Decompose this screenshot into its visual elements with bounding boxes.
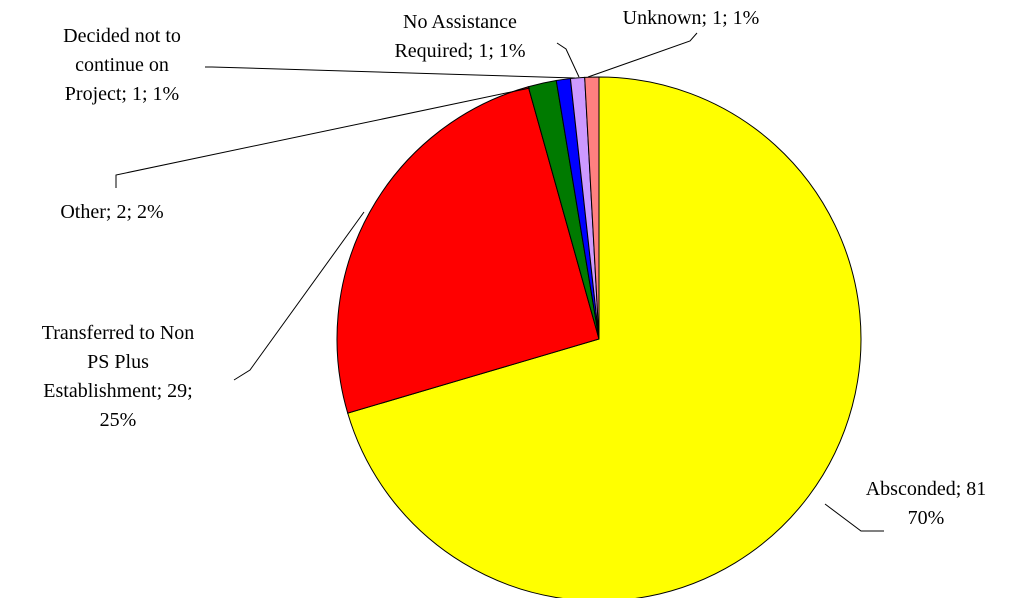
leader-line-unknown [587, 32, 698, 78]
data-label-other: Other; 2; 2% [60, 201, 163, 223]
pie-slice-transferred-to-non-ps-plus-establishment [336, 86, 600, 414]
data-label-decided-not-to-continue-on-project: Decided not to continue on Project; 1; 1% [63, 25, 181, 105]
pie-slice-unknown [584, 76, 600, 340]
data-label-transferred-to-non-ps-plus-establishment: Transferred to Non PS Plus Establishment; … [42, 322, 195, 431]
leader-line-no-assistance-required [556, 42, 580, 78]
leader-line-decided-not-to-continue-on-project [205, 66, 576, 79]
pie-data-labels: Absconded; 81 70% Transferred to Non PS Plu… [42, 7, 987, 532]
leader-line-other [115, 87, 531, 188]
pie-slice-absconded [347, 76, 862, 598]
data-label-unknown: Unknown; 1; 1% [623, 7, 760, 29]
data-label-absconded: Absconded; 81 70% [866, 478, 987, 529]
data-label-no-assistance-required: No Assistance Required; 1; 1% [394, 11, 525, 62]
leader-line-absconded [824, 503, 884, 532]
leader-line-transferred-to-non-ps-plus-establishment [233, 211, 365, 381]
pie-slices [336, 76, 862, 598]
